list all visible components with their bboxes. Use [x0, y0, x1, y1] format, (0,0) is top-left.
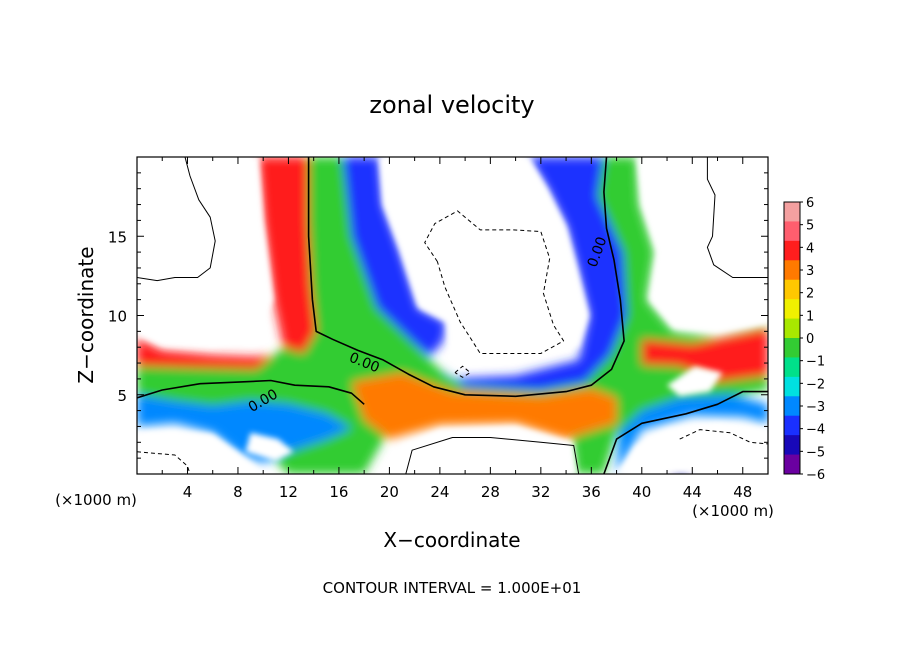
colorbar-swatch [784, 260, 800, 281]
contour-dashed-upper-center [424, 210, 565, 354]
velocity-field [137, 157, 768, 474]
plot-area: 0.000.000.00 [137, 157, 768, 474]
blank-lower-left [137, 431, 264, 474]
colorbar-label: 6 [806, 196, 814, 211]
blank-upper-left [137, 157, 274, 348]
colorbar: 6 5 4 3 2 1 0 −1 −2 −3 −4 −5 −6 [783, 196, 825, 483]
x-tick-label: 16 [329, 483, 348, 501]
x-axis-label: X−coordinate [383, 528, 520, 552]
x-tick-label: 8 [233, 483, 243, 501]
field-region-easterly-low-east [616, 394, 768, 474]
x-tick-label: 36 [582, 483, 601, 501]
colorbar-swatch [784, 318, 800, 339]
x-axis: 4 8 12 16 20 24 28 32 36 40 44 48 [161, 157, 752, 501]
colorbar-label: 4 [806, 241, 814, 256]
colorbar-swatch [784, 221, 800, 242]
blank-east-eye [667, 366, 723, 397]
colorbar-swatch [784, 435, 800, 456]
blank-lower-right [616, 423, 768, 474]
blank-lower-center [389, 426, 577, 474]
x-tick-label: 28 [481, 483, 500, 501]
contour-zero-line-east-low [603, 390, 768, 474]
x-tick-label: 32 [531, 483, 550, 501]
contour-dashed-lower-left [137, 451, 191, 474]
colorbar-label: −6 [806, 468, 825, 483]
field-region-easterly-low-west [137, 394, 352, 463]
x-tick-label: 12 [279, 483, 298, 501]
y-tick-label: 5 [117, 387, 127, 405]
x-tick-label: 40 [632, 483, 651, 501]
contour-zero-line-west [307, 157, 625, 398]
colorbar-swatch [784, 357, 800, 378]
contour-solid-upper-left [137, 157, 216, 282]
x-tick-label: 4 [183, 483, 193, 501]
contour-zero-line-low [137, 379, 365, 405]
colorbar-swatch [784, 279, 800, 300]
colorbar-label: −2 [806, 377, 825, 392]
colorbar-label: −3 [806, 400, 825, 415]
field-region-easterly-core-west [342, 157, 447, 357]
y-axis-label: Z−coordinate [74, 246, 98, 383]
contour-interval-note: CONTOUR INTERVAL = 1.000E+01 [323, 579, 582, 597]
y-axis: 5 10 15 [108, 172, 768, 459]
colorbar-label: −5 [806, 445, 825, 460]
blank-upper-center [379, 157, 589, 357]
field-region-westerly-jet-upper [137, 157, 317, 370]
colorbar-label: −1 [806, 355, 825, 370]
colorbar-label: 2 [806, 287, 814, 302]
y-tick-label: 15 [108, 228, 127, 246]
contour-solid-lower-center [405, 437, 580, 474]
colorbar-label: 5 [806, 219, 814, 234]
colorbar-swatch [784, 376, 800, 397]
x-tick-label: 48 [733, 483, 752, 501]
x-unit-right: (×1000 m) [692, 502, 774, 520]
blank-upper-right [636, 157, 768, 332]
colorbar-label: 1 [806, 309, 814, 324]
y-tick-label: 10 [108, 308, 127, 326]
contour-dashed-small-eye [454, 365, 471, 378]
contour-solid-upper-right [706, 157, 768, 278]
x-tick-label: 44 [683, 483, 702, 501]
colorbar-swatch [784, 396, 800, 417]
field-region-central-band [137, 157, 768, 474]
field-region-westerly-east-tail [641, 328, 768, 383]
colorbar-label: 3 [806, 264, 814, 279]
contour-lines [137, 157, 768, 474]
colorbar-swatch [784, 202, 800, 222]
contour-dashed-lower-right [679, 429, 768, 445]
colorbar-swatch [784, 299, 800, 320]
x-tick-label: 20 [380, 483, 399, 501]
x-tick-label: 24 [430, 483, 449, 501]
blank-regions [137, 157, 768, 474]
field-region-easterly-core-east [439, 157, 627, 390]
blank-mid-eye [245, 432, 294, 462]
chart-title: zonal velocity [369, 91, 534, 119]
colorbar-swatch [784, 338, 800, 358]
x-unit-left: (×1000 m) [55, 491, 137, 509]
colorbar-swatch [784, 415, 800, 436]
field-region-westerly-low-center [351, 372, 617, 440]
colorbar-label: 0 [806, 332, 814, 347]
colorbar-swatch [784, 454, 800, 475]
colorbar-label: −4 [806, 423, 825, 438]
colorbar-swatch [784, 240, 800, 261]
